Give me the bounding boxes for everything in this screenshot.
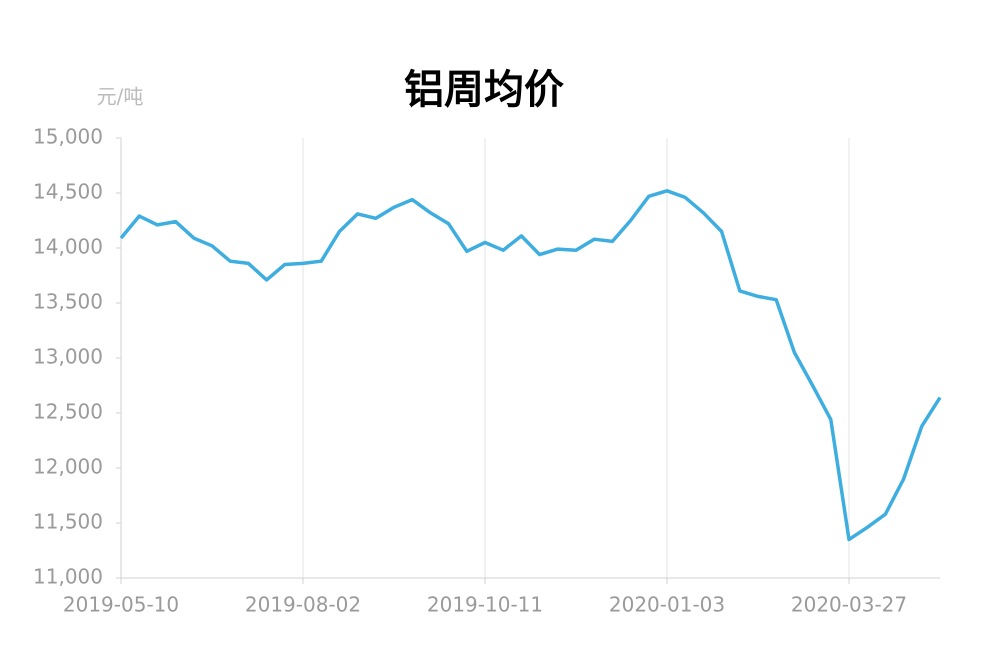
y-tick-label: 12,000 [33, 455, 103, 479]
price-line [119, 189, 942, 542]
x-tick-label: 2019-10-11 [427, 593, 543, 617]
y-tick-label: 11,500 [33, 510, 103, 534]
y-tick-label: 13,500 [33, 290, 103, 314]
y-tick-label: 15,000 [33, 125, 103, 149]
y-tick-label: 14,500 [33, 180, 103, 204]
y-tick-label: 12,500 [33, 400, 103, 424]
x-tick-label: 2020-03-27 [791, 593, 907, 617]
y-unit-label: 元/吨 [97, 85, 144, 109]
x-tick-label: 2019-05-10 [63, 593, 179, 617]
x-tick-label: 2019-08-02 [245, 593, 361, 617]
x-tick-label: 2020-01-03 [609, 593, 725, 617]
chart-title: 铝周均价 [404, 67, 564, 113]
y-tick-label: 11,000 [33, 565, 103, 589]
y-tick-label: 13,000 [33, 345, 103, 369]
y-tick-label: 14,000 [33, 235, 103, 259]
